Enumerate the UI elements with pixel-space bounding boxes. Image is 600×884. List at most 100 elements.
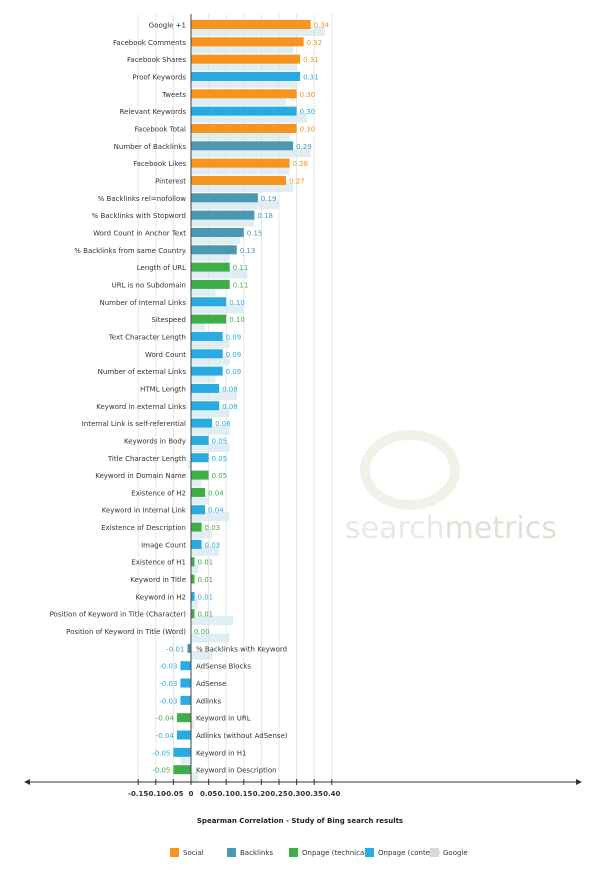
x-tick-label: 0.40: [323, 790, 340, 798]
data-label: 0.04: [208, 489, 224, 497]
data-label: 0.11: [233, 264, 249, 272]
google-bar: [191, 390, 237, 400]
category-label: Word Count: [145, 351, 186, 359]
category-label: Facebook Likes: [133, 160, 186, 168]
data-bar: [191, 141, 294, 151]
data-bar: [191, 279, 230, 289]
google-bar: [191, 61, 297, 71]
category-label: Keywords in Body: [124, 437, 186, 445]
data-label: 0.32: [307, 39, 323, 47]
category-label: % Backlinks from same Country: [74, 247, 186, 255]
category-label: Position of Keyword in Title (Character): [50, 611, 187, 619]
category-label: Keyword in Title: [130, 576, 186, 584]
data-bar: [173, 747, 191, 757]
category-label: Length of URL: [137, 264, 186, 272]
data-bar: [191, 314, 227, 324]
google-bar: [191, 304, 244, 314]
data-bar: [191, 71, 301, 81]
google-bar: [191, 182, 294, 192]
data-bar: [187, 643, 191, 653]
data-label: 0.09: [226, 368, 242, 376]
data-label: -0.03: [159, 663, 177, 671]
category-label: % Backlinks with Stopword: [92, 212, 186, 220]
google-bar: [191, 546, 220, 556]
data-label: 0.00: [194, 628, 210, 636]
category-label: Facebook Comments: [113, 39, 186, 47]
data-label: 0.01: [198, 593, 214, 601]
google-bar: [191, 165, 290, 175]
data-label: 0.29: [296, 143, 312, 151]
data-label: 0.01: [198, 611, 214, 619]
category-label: Title Character Length: [107, 455, 186, 463]
google-bar: [191, 373, 216, 383]
data-label: 0.31: [303, 56, 319, 64]
google-bar: [191, 269, 248, 279]
google-bar: [191, 96, 287, 106]
category-label: Text Character Length: [108, 333, 186, 341]
data-label: 0.09: [226, 333, 242, 341]
data-bar: [191, 193, 258, 203]
category-label: Existence of H1: [131, 559, 186, 567]
data-label: -0.03: [159, 697, 177, 705]
category-label: AdSense: [196, 680, 226, 688]
data-label: 0.09: [226, 351, 242, 359]
google-bar: [191, 27, 325, 36]
category-label: URL is no Subdomain: [112, 281, 186, 289]
data-label: 0.30: [300, 108, 316, 116]
data-bar: [191, 20, 311, 29]
category-label: AdSense Blocks: [196, 663, 251, 671]
data-label: 0.30: [300, 125, 316, 133]
data-bar: [191, 37, 304, 47]
x-axis-arrow-right: [576, 779, 582, 785]
data-label: 0.03: [205, 524, 221, 532]
x-tick-label: -0.15: [128, 790, 148, 798]
data-bar: [191, 591, 195, 601]
category-label: Google +1: [149, 22, 186, 30]
data-label: 0.13: [240, 247, 256, 255]
data-bar: [191, 470, 209, 480]
legend-swatch: [365, 848, 374, 857]
data-label: -0.04: [156, 715, 175, 723]
google-bar: [187, 460, 191, 470]
data-label: 0.08: [222, 403, 238, 411]
watermark-part: metrics: [445, 511, 557, 546]
x-axis-arrow-left: [24, 779, 30, 785]
data-bar: [176, 730, 191, 740]
data-bar: [191, 383, 220, 393]
category-label: Adlinks (without AdSense): [196, 732, 288, 740]
category-label: Word Count in Anchor Text: [93, 229, 186, 237]
data-bar: [191, 435, 209, 445]
x-tick-label: 0.15: [235, 790, 252, 798]
data-label: 0.05: [212, 437, 228, 445]
category-label: Adlinks: [196, 697, 221, 705]
data-bar: [191, 609, 195, 619]
category-label: Existence of H2: [131, 489, 186, 497]
x-tick-label: 0.20: [253, 790, 270, 798]
google-bar: [191, 234, 241, 244]
google-bar: [191, 408, 230, 418]
data-label: -0.04: [156, 732, 175, 740]
google-bar: [191, 252, 230, 262]
category-label: Existence of Description: [101, 524, 186, 532]
data-bar: [180, 678, 191, 688]
data-bar: [191, 453, 209, 463]
category-label: Keyword in Description: [196, 767, 277, 775]
data-bar: [191, 487, 206, 497]
category-label: Facebook Shares: [127, 56, 186, 64]
google-bar: [180, 754, 191, 764]
google-bar: [191, 286, 216, 296]
data-bar: [191, 175, 287, 185]
category-label: Keyword in H1: [196, 749, 246, 757]
category-label: Number of Backlinks: [114, 143, 187, 151]
google-bar: [191, 512, 230, 522]
category-label: Number of Internal Links: [99, 299, 186, 307]
data-bar: [191, 245, 237, 255]
data-bar: [191, 158, 290, 168]
data-bar: [191, 123, 297, 133]
x-tick-label: 0: [189, 790, 194, 798]
data-bar: [191, 227, 244, 237]
google-bar: [191, 44, 294, 54]
google-bar: [191, 633, 230, 643]
data-label: 0.15: [247, 229, 263, 237]
